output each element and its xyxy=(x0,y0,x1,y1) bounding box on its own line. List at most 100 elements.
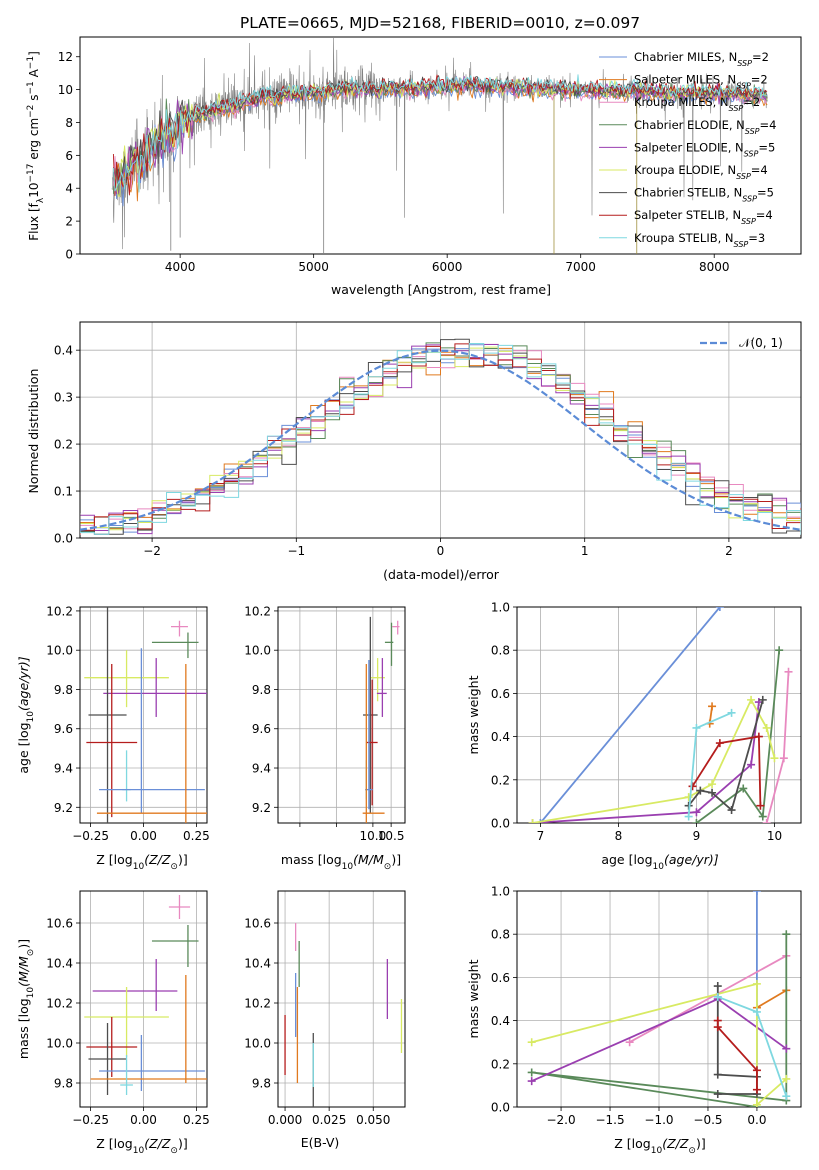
zw-xlabel: Z [log10(Z/Z⊙)] xyxy=(614,1136,705,1156)
zw-ytick-label: 0.4 xyxy=(491,1014,510,1028)
zw-xtick-label: −1.5 xyxy=(595,1113,624,1127)
weight-line-kroupa-miles xyxy=(629,955,787,1043)
weight-marker xyxy=(527,1077,536,1086)
weight-marker xyxy=(688,782,697,791)
agew-ytick-label: 0.0 xyxy=(491,817,510,831)
legend-label: Salpeter STELIB, NSSP=4 xyxy=(634,208,773,226)
weight-marker xyxy=(762,723,771,732)
weight-marker xyxy=(752,891,761,895)
weight-marker xyxy=(708,788,717,797)
agew-ylabel: mass weight xyxy=(466,675,481,754)
legend-label: Chabrier MILES, NSSP=2 xyxy=(634,50,769,68)
zmass-ytick-label: 10.6 xyxy=(46,917,73,931)
ebv-xtick-label: 0.050 xyxy=(356,1113,390,1127)
zw-ylabel: mass weight xyxy=(466,959,481,1038)
massage-ytick-label: 9.2 xyxy=(252,801,271,815)
metallicity-mass-panel: −0.25 0.00 0.25 9.8 10.0 10.2 10.4 10.6 xyxy=(46,890,210,1127)
zmass-ytick-label: 10.2 xyxy=(46,997,73,1011)
residual-histogram-panel: −2 −1 0 1 2 0.0 0.1 0.2 0.3 0.4 𝒩(0, 1) xyxy=(54,321,802,558)
chart-title: PLATE=0665, MJD=52168, FIBERID=0010, z=0… xyxy=(240,14,640,32)
massage-ytick-label: 10.2 xyxy=(244,604,271,618)
weight-marker xyxy=(527,1068,536,1077)
residual-xtick-label: 1 xyxy=(581,544,589,558)
agew-ytick-label: 0.4 xyxy=(491,730,510,744)
plot-area xyxy=(528,607,793,823)
zw-xtick-label: −2.0 xyxy=(546,1113,575,1127)
weight-marker xyxy=(713,982,722,991)
weight-marker xyxy=(727,806,736,815)
spectrum-ytick-label: 0 xyxy=(65,248,73,262)
agew-xtick-label: 7 xyxy=(537,829,545,843)
zmass-ytick-label: 10.4 xyxy=(46,957,73,971)
plot-area xyxy=(84,895,207,1095)
weight-marker xyxy=(758,812,767,821)
residual-xtick-label: 2 xyxy=(725,544,733,558)
spectrum-ytick-label: 2 xyxy=(65,215,73,229)
agew-ytick-label: 0.8 xyxy=(491,644,510,658)
weight-marker xyxy=(752,1085,761,1094)
spectrum-xtick-label: 6000 xyxy=(432,260,463,274)
weight-marker xyxy=(527,1038,536,1047)
residual-ytick-label: 0.4 xyxy=(54,344,73,358)
weight-marker xyxy=(715,607,724,611)
weight-line-chabrier-elodie xyxy=(695,650,781,823)
weight-marker xyxy=(692,808,701,817)
weight-marker xyxy=(684,812,693,821)
weight-marker xyxy=(784,667,793,676)
spectrum-ylabel: Flux [fλ10−17 erg cm−2 s−1 A−1] xyxy=(26,51,46,241)
agew-xtick-label: 9 xyxy=(693,829,701,843)
histogram-kroupa-stelib xyxy=(80,343,801,535)
zmass-frame xyxy=(79,890,208,1108)
weight-marker xyxy=(708,780,717,789)
legend-label: Chabrier STELIB, NSSP=5 xyxy=(634,186,774,204)
zw-ytick-label: 0.6 xyxy=(491,971,510,985)
ebv-xtick-label: 0.025 xyxy=(312,1113,346,1127)
model-spectrum-kroupa-stelib xyxy=(112,74,768,193)
plot-area xyxy=(527,891,791,1107)
zw-ytick-label: 0.8 xyxy=(491,928,510,942)
spectrum-ytick-label: 8 xyxy=(65,116,73,130)
weight-marker xyxy=(739,784,748,793)
weight-line-salpeter-miles xyxy=(756,989,787,1009)
plot-area xyxy=(362,616,400,823)
ebv-xtick-label: 0.000 xyxy=(268,1113,302,1127)
zw-ytick-label: 0.2 xyxy=(491,1057,510,1071)
weight-marker xyxy=(715,739,724,748)
spectrum-ytick-label: 6 xyxy=(65,149,73,163)
zmass-xlabel: Z [log10(Z/Z⊙)] xyxy=(96,1136,187,1156)
weight-line-salpeter-stelib xyxy=(691,735,762,806)
zage-frame xyxy=(79,606,208,824)
massage-ytick-label: 9.8 xyxy=(252,683,271,697)
zage-ytick-label: 9.6 xyxy=(54,722,73,736)
plot-area xyxy=(80,338,801,535)
zage-xtick-label: 0.00 xyxy=(130,829,157,843)
weight-marker xyxy=(528,819,537,823)
spectrum-ytick-label: 4 xyxy=(65,182,73,196)
normal-distribution-curve xyxy=(80,349,801,531)
zw-ytick-label: 0.0 xyxy=(491,1101,510,1115)
zw-ytick-label: 1.0 xyxy=(491,885,510,899)
zw-xtick-label: −0.5 xyxy=(693,1113,722,1127)
agew-ytick-label: 1.0 xyxy=(491,601,510,615)
spectrum-ytick-label: 12 xyxy=(58,50,73,64)
residual-xtick-label: −2 xyxy=(143,544,161,558)
model-spectrum-salpeter-stelib xyxy=(112,74,768,196)
residual-xtick-label: −1 xyxy=(287,544,305,558)
weight-marker xyxy=(708,702,717,711)
spectrum-xtick-label: 8000 xyxy=(699,260,730,274)
legend-label: Kroupa STELIB, NSSP=3 xyxy=(634,231,765,249)
agew-xtick-label: 10 xyxy=(767,829,782,843)
weight-marker xyxy=(536,819,545,823)
residual-xtick-label: 0 xyxy=(437,544,445,558)
weight-marker xyxy=(752,1100,761,1107)
weight-marker xyxy=(779,754,788,763)
spectrum-legend: Chabrier MILES, NSSP=2 Salpeter MILES, NS… xyxy=(599,50,776,248)
weight-marker xyxy=(782,1044,791,1053)
spectrum-ytick-label: 10 xyxy=(58,83,73,97)
weight-marker xyxy=(747,695,756,704)
weight-marker xyxy=(782,1074,791,1083)
weight-line-salpeter-elodie xyxy=(532,701,760,823)
weight-marker xyxy=(692,819,701,823)
weight-marker xyxy=(727,708,736,717)
